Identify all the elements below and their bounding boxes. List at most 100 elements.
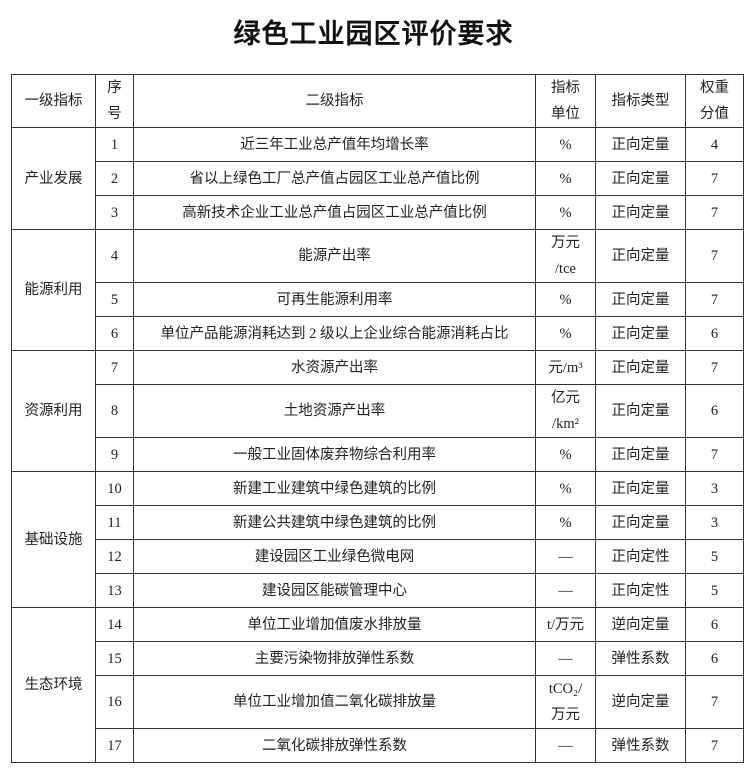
unit-line: — [558,548,573,565]
level2-indicator-cell: 建设园区工业绿色微电网 [133,539,536,574]
unit-cell: % [535,161,596,196]
weight-cell: 3 [685,505,744,540]
level1-indicator-cell: 生态环境 [11,607,96,763]
level1-indicator-cell: 能源利用 [11,229,96,351]
type-cell: 正向定量 [595,229,686,283]
unit-line: % [559,325,572,342]
weight-cell: 5 [685,539,744,574]
table-row: 资源利用 7 水资源产出率 元/m³ 正向定量 7 [11,350,744,472]
type-cell: 正向定性 [595,573,686,608]
seq-cell: 17 [95,728,134,763]
level2-indicator-cell: 近三年工业总产值年均增长率 [133,127,536,162]
unit-line: % [559,204,572,221]
unit-cell: % [535,471,596,506]
type-cell: 逆向定量 [595,675,686,729]
table-row: 15 主要污染物排放弹性系数 — 弹性系数 6 [12,641,744,676]
unit-line: % [559,170,572,187]
level2-indicator-cell: 单位产品能源消耗达到 2 级以上企业综合能源消耗占比 [133,316,536,351]
seq-cell: 13 [95,573,134,608]
weight-cell: 6 [685,316,744,351]
weight-cell: 7 [685,229,744,283]
unit-line: 元/m³ [548,359,583,376]
unit-line: /tce [555,261,576,277]
table-row: 6 单位产品能源消耗达到 2 级以上企业综合能源消耗占比% 正向定量 6 [12,316,744,351]
weight-cell: 7 [685,282,744,317]
weight-cell: 6 [685,384,744,438]
type-cell: 弹性系数 [595,641,686,676]
unit-cell: % [535,195,596,230]
table-row: 基础设施 10 新建工业建筑中绿色建筑的比例% 正向定量 3 [11,471,744,608]
table-row: 9 一般工业固体废弃物综合利用率% 正向定量 7 [12,437,744,472]
unit-cell: % [535,282,596,317]
weight-cell: 7 [685,350,744,385]
type-cell: 正向定性 [595,539,686,574]
type-cell: 正向定量 [595,161,686,196]
level2-indicator-cell: 建设园区能碳管理中心 [133,573,536,608]
table-row: 能源利用 4 能源产出率 万元/tce 正向定量 7 [11,229,744,351]
weight-cell: 6 [685,607,744,642]
table-row: 16 单位工业增加值二氧化碳排放量 tCO₂/万元 逆向定量 7 [12,675,744,729]
seq-cell: 2 [95,161,134,196]
unit-cell: — [535,573,596,608]
seq-cell: 1 [95,127,134,162]
type-cell: 逆向定量 [595,607,686,642]
level2-indicator-cell: 主要污染物排放弹性系数 [133,641,536,676]
unit-line: 万元 [551,235,580,251]
seq-cell: 5 [95,282,134,317]
header-weight: 权重 分值 [685,74,744,128]
unit-line: 亿元 [551,390,580,406]
unit-line: % [559,514,572,531]
unit-cell: % [535,437,596,472]
header-type: 指标类型 [595,74,686,128]
seq-cell: 6 [95,316,134,351]
unit-line: — [558,650,573,667]
level2-indicator-cell: 可再生能源利用率 [133,282,536,317]
weight-cell: 7 [685,195,744,230]
unit-cell: % [535,127,596,162]
level2-indicator-cell: 水资源产出率 [133,350,536,385]
weight-cell: 6 [685,641,744,676]
unit-cell: — [535,728,596,763]
table-row: 2 省以上绿色工厂总产值占园区工业总产值比例% 正向定量 7 [12,161,744,196]
unit-line: % [559,446,572,463]
document-title: 绿色工业园区评价要求 [233,19,514,49]
header-seq: 序号 [95,74,134,128]
table-row: 生态环境 14 单位工业增加值废水排放量 t/万元 逆向定量 6 [11,607,744,763]
unit-cell: 亿元/km² [535,384,596,438]
weight-cell: 5 [685,573,744,608]
unit-cell: t/万元 [535,607,596,642]
weight-cell: 7 [685,437,744,472]
unit-line: /km² [552,416,579,432]
seq-cell: 12 [95,539,134,574]
unit-line: tCO₂/ [548,681,583,697]
header-level1: 一级指标 [11,74,96,128]
seq-cell: 10 [95,471,134,506]
table-row: 5 可再生能源利用率% 正向定量 7 [12,282,744,317]
type-cell: 正向定量 [595,127,686,162]
header-unit-line: 指标 [551,80,580,96]
level1-indicator-cell: 产业发展 [11,127,96,230]
table-row: 12 建设园区工业绿色微电网 — 正向定性 5 [12,539,744,574]
level2-indicator-cell: 单位工业增加值二氧化碳排放量 [133,675,536,729]
level2-indicator-cell: 土地资源产出率 [133,384,536,438]
header-unit-line: 单位 [551,106,580,122]
seq-cell: 4 [95,229,134,283]
level2-indicator-cell: 一般工业固体废弃物综合利用率 [133,437,536,472]
table-row: 产业发展 1 近三年工业总产值年均增长率% 正向定量 4 [11,127,744,230]
level1-indicator-cell: 资源利用 [11,350,96,472]
level2-indicator-cell: 能源产出率 [133,229,536,283]
type-cell: 正向定量 [595,505,686,540]
unit-cell: tCO₂/万元 [535,675,596,729]
header-level2: 二级指标 [133,74,536,128]
unit-cell: 万元/tce [535,229,596,283]
weight-cell: 3 [685,471,744,506]
weight-cell: 7 [685,728,744,763]
level2-indicator-cell: 二氧化碳排放弹性系数 [133,728,536,763]
type-cell: 正向定量 [595,350,686,385]
header-seq-line: 号 [107,106,122,122]
unit-cell: — [535,641,596,676]
type-cell: 正向定量 [595,282,686,317]
level2-indicator-cell: 新建工业建筑中绿色建筑的比例 [133,471,536,506]
type-cell: 正向定量 [595,384,686,438]
weight-cell: 4 [685,127,744,162]
